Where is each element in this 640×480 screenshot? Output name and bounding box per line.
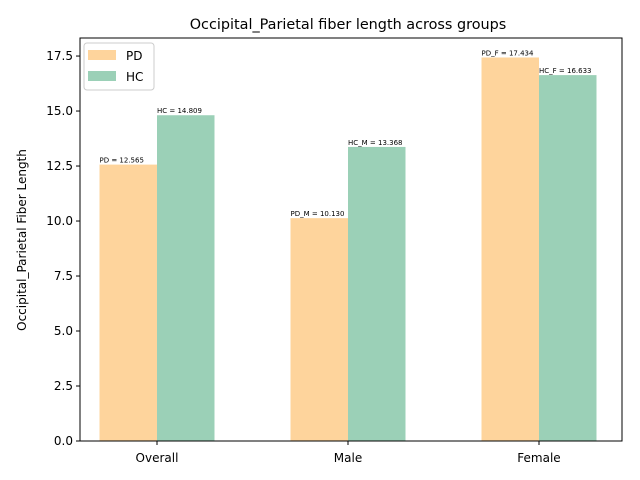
y-tick-label: 5.0 xyxy=(54,324,73,338)
bar-pd-overall xyxy=(99,164,157,442)
y-tick-label: 12.5 xyxy=(46,159,73,173)
x-tick-label: Male xyxy=(334,451,362,465)
x-axis: Overall Male Female xyxy=(136,441,561,465)
bar-hc-overall xyxy=(157,115,215,441)
data-label: HC = 14.809 xyxy=(157,107,202,115)
data-label: PD = 12.565 xyxy=(100,157,144,165)
y-tick-label: 17.5 xyxy=(46,49,73,63)
y-tick-label: 0.0 xyxy=(54,434,73,448)
bar-pd-female xyxy=(481,57,539,442)
legend: PD HC xyxy=(83,42,155,91)
data-label: PD_F = 17.434 xyxy=(482,49,534,57)
bar-pd-male xyxy=(290,218,348,441)
data-label: PD_M = 10.130 xyxy=(291,210,345,218)
y-tick-label: 7.5 xyxy=(54,269,73,283)
legend-swatch-hc xyxy=(88,71,116,81)
data-label: HC_M = 13.368 xyxy=(348,139,403,147)
bar-hc-female xyxy=(539,75,597,441)
bar-hc-male xyxy=(348,146,406,442)
legend-label-hc: HC xyxy=(126,70,143,84)
y-axis-label: Occipital_Parietal Fiber Length xyxy=(15,149,29,331)
legend-swatch-pd xyxy=(88,50,116,60)
bars-layer xyxy=(99,57,597,442)
y-axis: 0.0 2.5 5.0 7.5 10.0 12.5 15.0 17.5 xyxy=(46,49,80,448)
legend-label-pd: PD xyxy=(126,49,142,63)
plot-frame xyxy=(79,37,623,442)
x-tick-label: Overall xyxy=(136,451,179,465)
data-labels-layer: PD = 12.565 PD_M = 10.130 PD_F = 17.434 HC … xyxy=(100,49,592,218)
y-tick-label: 15.0 xyxy=(46,104,73,118)
chart-title: Occipital_Parietal fiber length across g… xyxy=(190,17,507,33)
y-tick-label: 2.5 xyxy=(54,379,73,393)
data-label: HC_F = 16.633 xyxy=(539,67,592,75)
y-tick-label: 10.0 xyxy=(46,214,73,228)
x-tick-label: Female xyxy=(517,451,560,465)
